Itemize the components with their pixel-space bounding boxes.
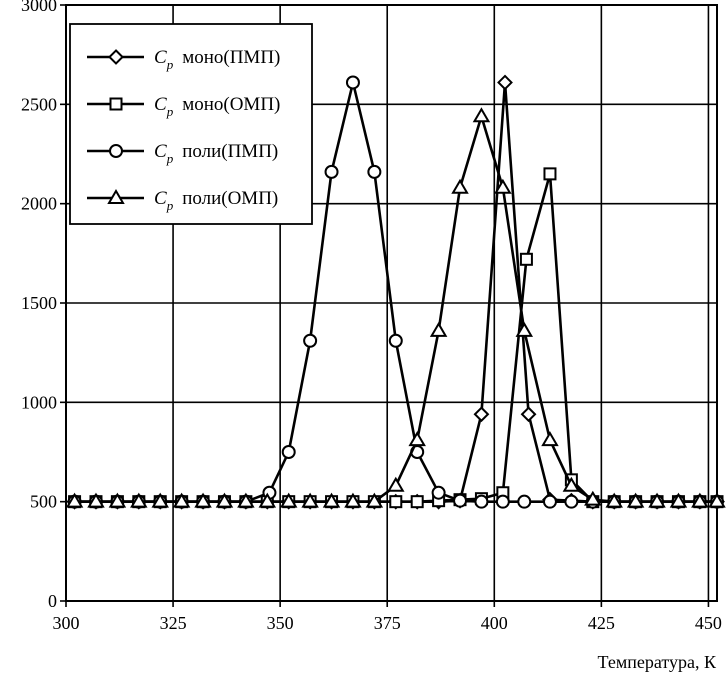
x-tick-label: 375: [374, 613, 401, 633]
legend-item: Cp моно(ОМП): [87, 94, 280, 119]
data-point: [691, 492, 709, 508]
y-tick-label: 500: [30, 492, 57, 512]
data-point: [451, 178, 469, 194]
data-point: [708, 492, 726, 508]
data-point: [130, 492, 148, 508]
x-tick-label: 425: [588, 613, 615, 633]
series-triangle: [65, 107, 726, 508]
data-point: [517, 494, 532, 509]
data-point: [388, 333, 403, 348]
data-point: [431, 485, 446, 500]
y-tick-label: 1500: [21, 293, 57, 313]
legend-item: Cp поли(ПМП): [87, 141, 278, 166]
data-point: [322, 492, 341, 508]
y-tick-label: 0: [48, 591, 57, 611]
x-tick-label: 300: [53, 613, 80, 633]
data-point: [648, 492, 666, 508]
legend-marker: [109, 144, 123, 158]
legend: Cp моно(ПМП) Cp моно(ОМП) Cp поли(ПМП) Cp поли(…: [69, 23, 313, 225]
data-point: [626, 492, 645, 508]
data-point: [345, 75, 360, 90]
data-point: [472, 107, 491, 123]
legend-marker: [107, 189, 125, 204]
data-point: [669, 492, 688, 508]
data-point: [520, 406, 537, 423]
data-point: [473, 406, 490, 423]
legend-label: Cp моно(ОМП): [154, 94, 280, 119]
data-point: [495, 494, 510, 509]
x-tick-label: 325: [160, 613, 187, 633]
data-point: [497, 74, 513, 91]
x-tick-label: 350: [267, 613, 294, 633]
data-point: [237, 492, 255, 508]
data-point: [562, 476, 581, 492]
x-axis-label: Температура, К: [598, 652, 717, 672]
data-point: [367, 164, 382, 179]
y-tick-label: 1000: [21, 392, 57, 412]
data-point: [389, 495, 403, 509]
data-point: [365, 492, 384, 508]
legend-marker: [109, 97, 123, 111]
legend-marker: [108, 49, 124, 65]
data-point: [474, 494, 489, 509]
data-point: [87, 492, 105, 508]
data-point: [408, 431, 426, 447]
y-tick-label: 2500: [21, 94, 57, 114]
x-tick-label: 450: [695, 613, 722, 633]
data-point: [279, 492, 298, 508]
data-point: [453, 493, 468, 508]
data-point: [543, 167, 557, 181]
data-point: [194, 492, 212, 508]
data-point: [65, 492, 84, 508]
data-point: [584, 490, 602, 506]
data-point: [215, 492, 234, 508]
data-point: [515, 321, 534, 337]
data-point: [301, 492, 319, 508]
axes: 300 325 350 375 400 425 450 0 500 1000 1500 2000 250…: [21, 0, 722, 633]
y-tick-label: 2000: [21, 194, 57, 214]
legend-label: Cp поли(ОМП): [154, 188, 278, 213]
data-point: [410, 495, 424, 509]
data-point: [605, 492, 623, 508]
legend-item: Cp поли(ОМП): [87, 188, 278, 213]
data-point: [344, 492, 362, 508]
data-point: [541, 431, 559, 447]
legend-item: Cp моно(ПМП): [87, 47, 280, 72]
data-point: [387, 476, 405, 492]
y-tick-label: 3000: [21, 0, 57, 15]
data-point: [429, 321, 448, 337]
legend-label: Cp моно(ПМП): [154, 47, 280, 72]
data-point: [303, 333, 318, 348]
data-point: [324, 164, 339, 179]
legend-label: Cp поли(ПМП): [154, 141, 278, 166]
data-point: [519, 252, 533, 266]
data-point: [564, 494, 579, 509]
x-tick-label: 400: [481, 613, 508, 633]
data-point: [172, 492, 191, 508]
data-point: [281, 445, 296, 459]
data-point: [151, 492, 169, 508]
series-group: [65, 74, 726, 510]
data-point: [108, 492, 127, 508]
data-point: [542, 494, 557, 509]
data-point: [494, 178, 512, 194]
data-point: [258, 492, 277, 508]
